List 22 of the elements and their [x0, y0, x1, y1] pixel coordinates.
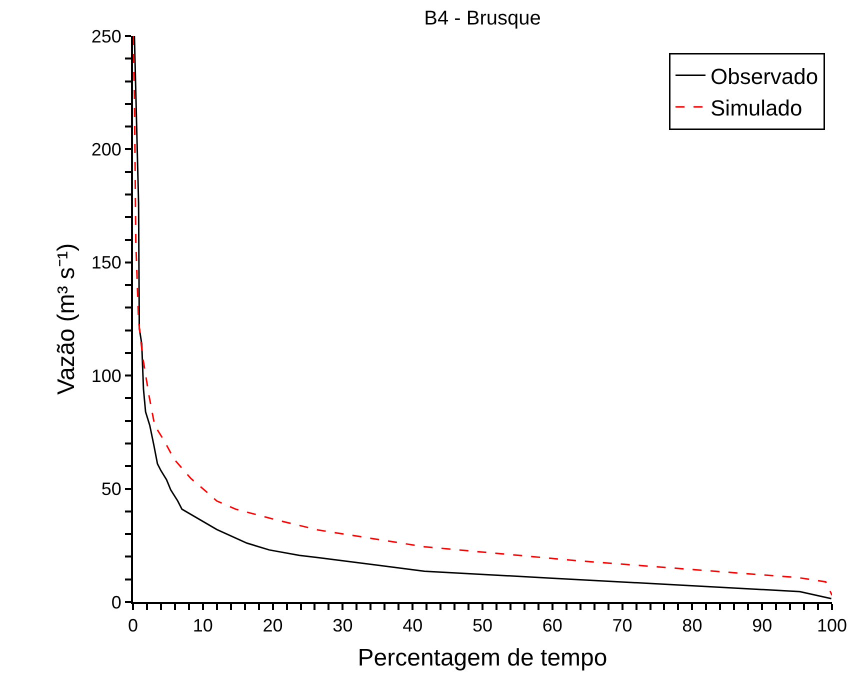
x-tick-label: 20	[262, 616, 283, 636]
x-tick-label: 60	[542, 616, 562, 636]
x-tick-label: 40	[402, 616, 423, 636]
x-tick-label: 100	[816, 616, 848, 636]
y-tick-label: 100	[91, 366, 122, 386]
x-tick-label: 10	[192, 616, 213, 636]
x-tick-label: 80	[682, 616, 702, 636]
y-tick-label: 50	[101, 479, 122, 500]
x-tick-label: 30	[332, 616, 353, 636]
legend-label: Observado	[710, 64, 818, 89]
y-tick-label: 200	[91, 140, 122, 160]
y-tick-label: 250	[91, 26, 122, 46]
x-tick-label: 70	[612, 616, 632, 636]
chart-title: B4 - Brusque	[424, 7, 541, 30]
x-axis-title: Percentagem de tempo	[358, 644, 608, 672]
y-tick-label: 0	[111, 592, 122, 612]
y-tick-label: 150	[91, 252, 122, 273]
x-tick-label: 90	[752, 616, 772, 636]
y-axis-title: Vazão (m³ s⁻¹)	[52, 243, 80, 395]
x-tick-label: 50	[472, 616, 493, 636]
legend-label: Simulado	[710, 95, 802, 120]
x-tick-label: 0	[128, 616, 138, 636]
